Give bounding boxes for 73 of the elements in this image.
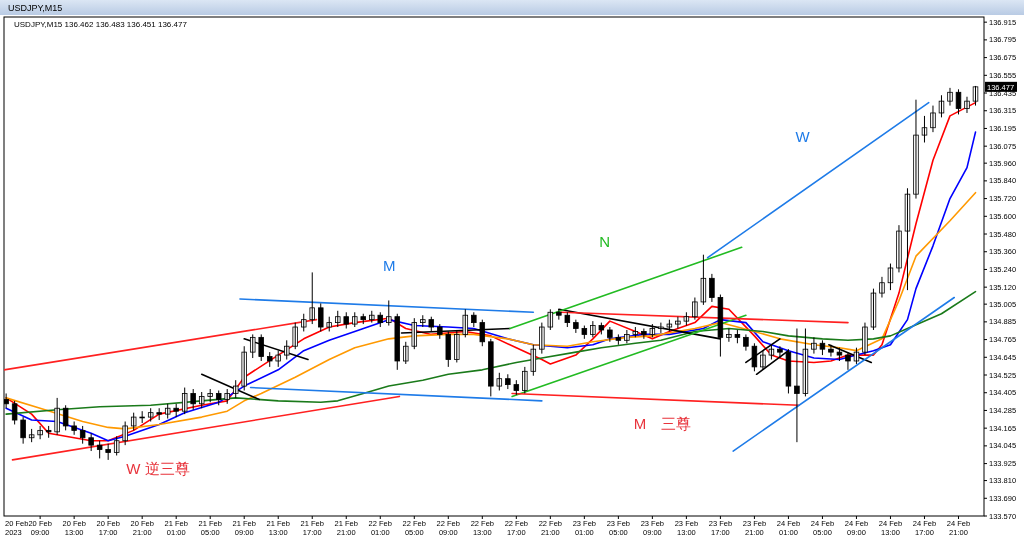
candlestick bbox=[130, 412, 137, 431]
candlestick bbox=[675, 316, 681, 330]
annotation: W 逆三尊 bbox=[126, 459, 190, 477]
candlestick bbox=[564, 311, 571, 328]
candlestick bbox=[658, 322, 664, 334]
candlestick bbox=[181, 387, 188, 415]
candlestick bbox=[887, 263, 894, 291]
candlestick bbox=[335, 310, 341, 328]
candlestick bbox=[802, 328, 809, 397]
candlestick bbox=[28, 428, 35, 443]
chart-subtitle: USDJPY,M15 136.462 136.483 136.451 136.477 bbox=[14, 20, 188, 29]
annotation: W bbox=[795, 127, 811, 145]
candlestick bbox=[11, 400, 18, 425]
candlestick bbox=[522, 366, 528, 394]
candlestick bbox=[309, 271, 315, 325]
candlestick bbox=[207, 388, 213, 403]
candlestick bbox=[164, 403, 171, 420]
candlestick bbox=[615, 333, 622, 346]
candlestick bbox=[505, 373, 511, 390]
chart-title: USDJPY,M15 bbox=[8, 3, 63, 13]
candlestick bbox=[573, 319, 579, 334]
candlestick bbox=[113, 435, 120, 456]
candlestick bbox=[488, 338, 494, 397]
candlestick bbox=[581, 325, 588, 340]
candlestick bbox=[513, 379, 520, 396]
annotation: M bbox=[382, 257, 396, 275]
candlestick bbox=[768, 344, 775, 361]
candlestick bbox=[352, 311, 358, 328]
candlestick bbox=[403, 341, 409, 365]
candlestick bbox=[96, 440, 103, 459]
candlestick bbox=[215, 390, 222, 406]
candlestick bbox=[819, 339, 826, 356]
candlestick bbox=[496, 372, 503, 392]
candlestick bbox=[734, 329, 741, 344]
candlestick bbox=[88, 432, 94, 452]
candlestick bbox=[547, 308, 554, 331]
candlestick bbox=[326, 316, 332, 332]
candlestick bbox=[139, 410, 145, 424]
candlestick bbox=[471, 311, 477, 328]
candlestick bbox=[386, 299, 392, 327]
candlestick bbox=[198, 391, 205, 409]
candlestick bbox=[683, 311, 690, 327]
candlestick bbox=[292, 322, 298, 350]
annotation: M 三尊 bbox=[633, 414, 692, 432]
candlestick bbox=[79, 425, 86, 445]
candlestick bbox=[420, 314, 426, 328]
candlestick bbox=[156, 407, 162, 421]
candlestick bbox=[266, 351, 273, 368]
candlestick bbox=[71, 421, 77, 436]
candlestick bbox=[147, 407, 154, 423]
candlestick bbox=[700, 254, 707, 306]
candlestick bbox=[870, 288, 877, 331]
candlestick bbox=[122, 421, 128, 446]
candlestick bbox=[921, 115, 928, 143]
annotation: N bbox=[599, 232, 611, 250]
candlestick bbox=[666, 319, 673, 332]
candlestick bbox=[173, 403, 179, 418]
candlestick bbox=[343, 311, 349, 330]
candlestick bbox=[632, 326, 639, 338]
candlestick bbox=[360, 313, 366, 325]
candlestick bbox=[62, 404, 69, 431]
candlestick bbox=[105, 443, 111, 461]
candlestick bbox=[598, 322, 605, 335]
candlestick bbox=[190, 388, 196, 411]
candlestick bbox=[318, 302, 324, 332]
candlestick bbox=[530, 344, 537, 377]
candlestick bbox=[377, 311, 384, 328]
candlestick bbox=[904, 187, 911, 291]
line-series bbox=[5, 290, 977, 415]
candlestick bbox=[301, 313, 307, 332]
candlestick bbox=[224, 388, 230, 405]
candlestick bbox=[539, 322, 545, 355]
candlestick bbox=[938, 94, 945, 118]
